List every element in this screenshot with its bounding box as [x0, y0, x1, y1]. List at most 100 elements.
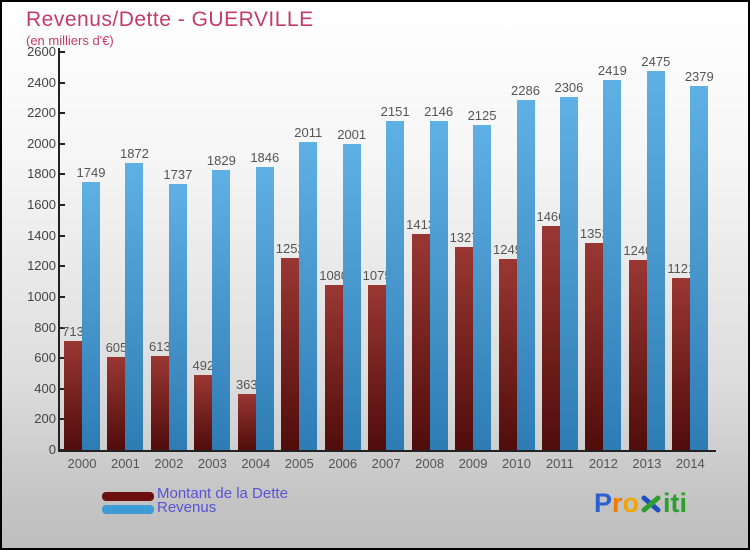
y-tick-label: 1200 — [27, 258, 56, 274]
bar-value-label: 1829 — [206, 153, 236, 169]
y-tick-label: 600 — [34, 350, 56, 366]
y-tick-label: 0 — [48, 442, 56, 457]
bar-value-label: 1466 — [536, 208, 566, 224]
bar-dette-2008 — [411, 233, 430, 450]
logo-letter: o — [622, 488, 640, 518]
y-tick-mark — [60, 449, 65, 451]
bar-dette-2001 — [107, 357, 126, 450]
bar-value-label: 1352 — [579, 226, 609, 242]
logo-letter: t — [670, 488, 680, 518]
bar-revenus-2012 — [603, 79, 622, 450]
legend-swatch-revenus — [102, 505, 154, 514]
bar-dette-2002 — [150, 356, 169, 450]
bar-dette-2003 — [194, 374, 213, 450]
bar-value-label: 492 — [192, 357, 215, 373]
legend-swatch-dette — [102, 492, 154, 501]
y-tick-mark — [60, 81, 65, 84]
y-tick-mark — [60, 357, 65, 360]
bar-revenus-2013 — [646, 71, 665, 450]
bar-dette-2009 — [455, 246, 474, 450]
y-tick-mark — [60, 326, 65, 329]
logo-x-icon — [641, 495, 661, 513]
bar-revenus-2014 — [690, 85, 709, 450]
bar-revenus-2004 — [255, 167, 274, 450]
bar-dette-2013 — [628, 260, 647, 450]
y-tick-label: 1000 — [27, 288, 56, 304]
logo-letter: r — [612, 488, 623, 518]
logo-letter: i — [663, 488, 671, 518]
bar-dette-2007 — [368, 285, 387, 450]
bar-revenus-2005 — [299, 142, 318, 450]
bar-value-label: 1749 — [76, 165, 106, 181]
bar-revenus-2011 — [559, 97, 578, 450]
bar-value-label: 605 — [105, 340, 128, 356]
bar-value-label: 2151 — [380, 103, 410, 119]
y-tick-label: 2000 — [27, 135, 56, 151]
bar-value-label: 2379 — [684, 68, 714, 84]
x-tick-label: 2010 — [502, 456, 531, 471]
y-tick-mark — [60, 204, 65, 207]
bar-value-label: 1413 — [406, 216, 436, 232]
y-tick-label: 1600 — [27, 197, 56, 213]
x-tick-label: 2014 — [675, 456, 705, 471]
bar-value-label: 2306 — [554, 80, 584, 95]
bar-revenus-2010 — [516, 100, 535, 450]
x-tick-label: 2012 — [588, 456, 618, 471]
bar-revenus-2007 — [386, 120, 405, 450]
legend-label: Montant de la Dette — [157, 485, 288, 502]
bar-value-label: 1075 — [362, 268, 392, 284]
x-tick-label: 2003 — [197, 456, 227, 471]
x-axis-line — [58, 450, 716, 452]
bar-dette-2005 — [281, 258, 300, 450]
y-tick-label: 800 — [34, 319, 56, 335]
bar-dette-2011 — [541, 225, 560, 450]
y-tick-mark — [60, 142, 65, 145]
x-tick-label: 2009 — [458, 456, 488, 471]
bar-value-label: 1249 — [493, 241, 522, 257]
bar-dette-2000 — [64, 340, 82, 450]
bar-dette-2010 — [498, 258, 517, 450]
bar-value-label: 1252 — [275, 241, 305, 257]
chart-subtitle: (en milliers d'€) — [26, 33, 114, 48]
bar-revenus-2006 — [342, 143, 361, 450]
bar-value-label: 2286 — [511, 83, 540, 99]
y-tick-label: 1400 — [27, 227, 56, 243]
bar-value-label: 1327 — [449, 229, 479, 245]
x-tick-label: 2001 — [110, 456, 140, 471]
y-tick-mark — [60, 234, 65, 237]
x-tick-label: 2004 — [241, 456, 271, 471]
bar-revenus-2008 — [429, 121, 448, 450]
proxiti-logo: Pro iti — [594, 488, 687, 519]
x-tick-label: 2011 — [545, 456, 574, 471]
y-tick-mark — [60, 265, 65, 268]
legend-label: Revenus — [157, 499, 217, 516]
y-tick-label: 2200 — [27, 105, 56, 121]
y-axis-line — [58, 48, 60, 452]
bar-dette-2006 — [324, 284, 343, 450]
y-tick-mark — [60, 295, 65, 298]
y-tick-mark — [60, 387, 65, 390]
bar-dette-2014 — [672, 278, 691, 450]
y-tick-label: 200 — [34, 411, 56, 427]
bar-value-label: 1737 — [163, 167, 193, 183]
x-tick-label: 2006 — [328, 456, 358, 471]
bar-dette-2012 — [585, 243, 604, 450]
bar-value-label: 713 — [62, 323, 84, 339]
y-tick-label: 2600 — [27, 44, 56, 59]
x-tick-label: 2002 — [154, 456, 184, 471]
bar-revenus-2001 — [125, 163, 144, 450]
logo-letter: i — [679, 488, 688, 518]
bar-value-label: 2419 — [597, 62, 627, 78]
bar-value-label: 2125 — [467, 107, 497, 123]
bar-revenus-2002 — [168, 184, 187, 450]
bar-revenus-2003 — [212, 170, 231, 450]
bar-revenus-2009 — [473, 124, 492, 450]
x-tick-label: 2005 — [284, 456, 314, 471]
x-tick-label: 2000 — [67, 456, 97, 471]
y-tick-mark — [60, 418, 65, 421]
y-tick-label: 1800 — [27, 166, 56, 182]
y-tick-mark — [60, 112, 65, 115]
bar-dette-2004 — [237, 394, 256, 450]
bar-value-label: 1080 — [319, 267, 349, 283]
